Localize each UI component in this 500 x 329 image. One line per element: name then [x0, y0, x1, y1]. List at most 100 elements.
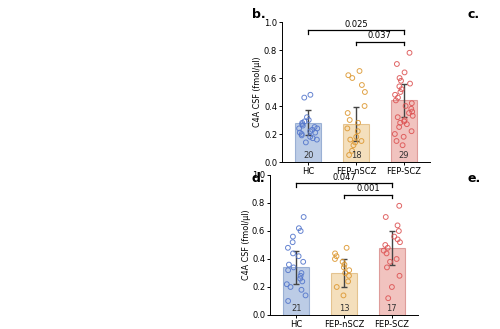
Point — [283, 282, 291, 287]
Point — [358, 139, 366, 144]
Text: 29: 29 — [398, 151, 409, 160]
Point — [360, 103, 368, 109]
Text: b.: b. — [252, 8, 266, 21]
Point — [382, 251, 390, 256]
Text: 0.047: 0.047 — [332, 173, 356, 182]
Point — [289, 234, 297, 239]
Point — [392, 98, 400, 103]
Point — [408, 129, 416, 134]
Point — [332, 284, 340, 290]
Point — [300, 95, 308, 100]
Text: c.: c. — [468, 8, 480, 21]
Point — [394, 223, 402, 228]
Point — [406, 81, 414, 86]
Point — [345, 152, 353, 158]
Point — [388, 284, 396, 290]
Point — [286, 284, 294, 290]
Point — [340, 265, 348, 270]
Point — [358, 82, 366, 88]
Point — [408, 113, 416, 118]
Point — [395, 124, 403, 130]
Bar — [331, 273, 357, 315]
Point — [308, 136, 316, 141]
Point — [394, 114, 402, 120]
Point — [345, 273, 353, 278]
Point — [303, 114, 311, 120]
Point — [306, 134, 314, 139]
Point — [344, 110, 351, 115]
Point — [298, 270, 306, 276]
Point — [302, 293, 310, 298]
Point — [346, 137, 354, 142]
Bar — [343, 124, 369, 162]
Point — [350, 142, 358, 148]
Point — [394, 237, 402, 242]
Point — [396, 273, 404, 278]
Text: 0.001: 0.001 — [356, 185, 380, 193]
Point — [354, 129, 362, 134]
Point — [400, 117, 408, 123]
Point — [391, 131, 399, 137]
Point — [296, 130, 304, 135]
Point — [402, 103, 409, 109]
Point — [312, 130, 320, 135]
Point — [405, 110, 413, 115]
Text: 18: 18 — [350, 151, 362, 160]
Bar — [295, 123, 322, 162]
Point — [396, 240, 404, 245]
Point — [290, 265, 298, 270]
Point — [400, 119, 408, 124]
Y-axis label: C4A CSF (fmol/μl): C4A CSF (fmol/μl) — [254, 57, 262, 127]
Point — [285, 262, 293, 267]
Point — [284, 298, 292, 304]
Point — [298, 122, 306, 127]
Point — [298, 120, 306, 125]
Point — [390, 234, 398, 239]
Point — [295, 126, 303, 131]
Text: 20: 20 — [303, 151, 314, 160]
Point — [408, 106, 416, 112]
Text: 13: 13 — [338, 304, 349, 313]
Point — [408, 101, 416, 106]
Point — [392, 256, 400, 262]
Point — [384, 295, 392, 301]
Point — [396, 120, 404, 125]
Point — [299, 123, 307, 128]
Point — [397, 78, 405, 84]
Point — [386, 259, 394, 265]
Point — [332, 254, 340, 259]
Point — [294, 254, 302, 259]
Point — [331, 251, 339, 256]
Bar — [390, 100, 417, 162]
Point — [313, 126, 321, 131]
Point — [296, 228, 304, 234]
Point — [383, 265, 391, 270]
Point — [345, 267, 353, 273]
Point — [348, 75, 356, 81]
Y-axis label: C4A CSF (fmol/μl): C4A CSF (fmol/μl) — [242, 210, 250, 280]
Text: 17: 17 — [386, 304, 397, 313]
Point — [398, 87, 406, 92]
Point — [300, 215, 308, 220]
Point — [354, 120, 362, 125]
Point — [361, 89, 369, 95]
Point — [408, 109, 416, 114]
Point — [384, 245, 392, 250]
Point — [344, 73, 352, 78]
Point — [352, 134, 360, 139]
Text: 21: 21 — [291, 304, 302, 313]
Point — [306, 92, 314, 97]
Point — [344, 126, 351, 131]
Point — [351, 140, 359, 145]
Point — [298, 133, 306, 138]
Point — [296, 273, 304, 278]
Text: d.: d. — [252, 172, 266, 185]
Point — [398, 142, 406, 148]
Point — [382, 215, 390, 220]
Point — [346, 117, 354, 123]
Point — [302, 140, 310, 145]
Point — [341, 270, 349, 276]
Point — [396, 84, 404, 89]
Point — [308, 127, 316, 133]
Point — [382, 242, 390, 248]
